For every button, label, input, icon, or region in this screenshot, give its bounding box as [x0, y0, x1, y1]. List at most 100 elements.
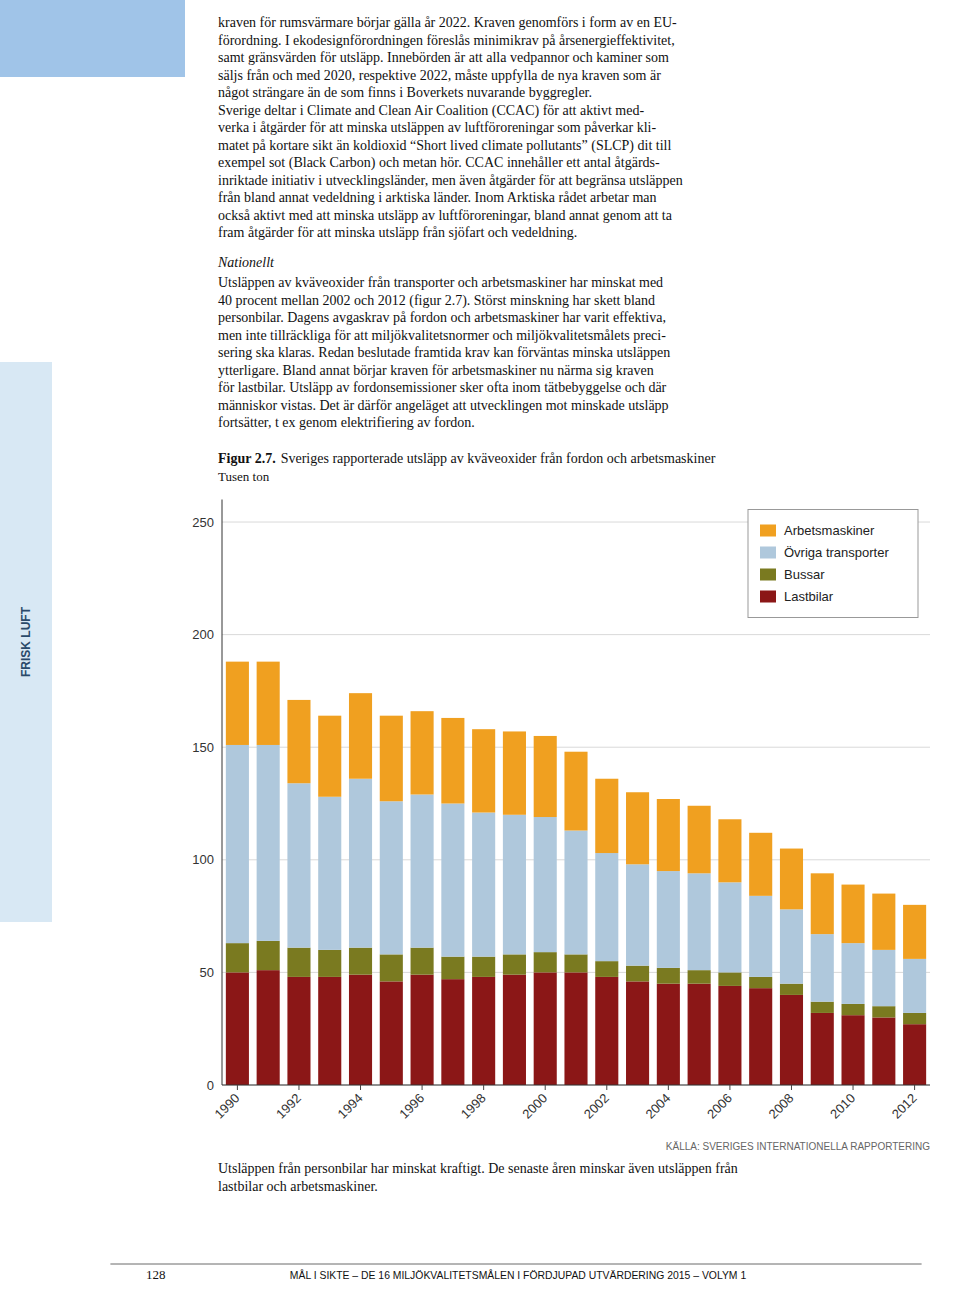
body-text-line: Utsläppen av kväveoxider från transporte…: [218, 275, 663, 290]
bar-segment: [811, 1013, 834, 1085]
bar-segment: [349, 975, 372, 1085]
x-tick-label: 2000: [519, 1091, 550, 1122]
legend-swatch: [760, 547, 776, 559]
bar-segment: [257, 970, 280, 1085]
bar-segment: [626, 981, 649, 1085]
bar-segment: [472, 729, 495, 812]
y-tick-label: 200: [192, 627, 214, 642]
y-tick-label: 0: [207, 1078, 214, 1093]
body-text-line: personbilar. Dagens avgaskrav på fordon …: [218, 310, 666, 325]
bar-segment: [657, 968, 680, 984]
x-tick: [545, 1085, 546, 1090]
body-text-line: sering ska klaras. Redan beslutade framt…: [218, 345, 670, 360]
bar-segment: [842, 1015, 865, 1085]
page-text-line: verka i åtgärder för att minska utsläppe…: [218, 120, 656, 135]
x-tick-label: 1992: [273, 1091, 304, 1122]
bar-segment: [411, 975, 434, 1085]
x-tick: [422, 1085, 423, 1090]
bar-segment: [903, 1024, 926, 1085]
page-text-line: också aktivt med att minska utsläpp av l…: [218, 208, 673, 223]
bar-segment: [287, 977, 310, 1085]
sidebar-label: FRISK LUFT: [19, 606, 33, 677]
bar-segment: [626, 864, 649, 965]
bar-segment: [503, 954, 526, 974]
body-text-line: för lastbilar. Utsläpp av fordonsemissio…: [218, 380, 667, 395]
grid-line: [222, 1085, 930, 1086]
x-tick-label: 2008: [766, 1091, 797, 1122]
body-text-line: 40 procent mellan 2002 och 2012 (figur 2…: [218, 293, 655, 309]
bar-segment: [595, 961, 618, 977]
bar-segment: [318, 716, 341, 797]
page: FRISK LUFTkraven för rumsvärmare börjar …: [0, 0, 960, 1292]
x-tick-label: 2006: [704, 1091, 735, 1122]
bar-segment: [718, 972, 741, 986]
top-image: [0, 0, 185, 77]
bar-segment: [688, 984, 711, 1085]
bar-segment: [503, 975, 526, 1085]
bar-segment: [349, 948, 372, 975]
x-tick: [729, 1085, 730, 1090]
bar-segment: [380, 801, 403, 954]
bar-segment: [257, 745, 280, 941]
bar-segment: [749, 977, 772, 988]
source-note: KÄLLA: SVERIGES INTERNATIONELLA RAPPORTE…: [666, 1141, 930, 1152]
bar-segment: [657, 799, 680, 871]
bar-segment: [842, 943, 865, 1004]
page-text-line: från bland annat vedeldning i arktiska l…: [218, 190, 657, 205]
bar-segment: [749, 896, 772, 977]
bar-segment: [287, 948, 310, 977]
bar-segment: [872, 894, 895, 950]
bar-segment: [349, 779, 372, 948]
bar-segment: [657, 984, 680, 1085]
x-tick-label: 1998: [458, 1091, 489, 1122]
bar-segment: [842, 885, 865, 944]
x-tick: [853, 1085, 854, 1090]
bar-segment: [380, 954, 403, 981]
bar-segment: [718, 819, 741, 882]
bar-segment: [903, 905, 926, 959]
page-text-line: förordning. I ekodesignförordningen före…: [218, 33, 675, 48]
x-tick-label: 2012: [889, 1091, 920, 1122]
section-heading: Nationellt: [217, 255, 275, 270]
legend: ArbetsmaskinerÖvriga transporterBussarLa…: [748, 510, 918, 618]
bar-segment: [441, 979, 464, 1085]
bar-segment: [226, 745, 249, 943]
bar-segment: [811, 873, 834, 934]
bar-segment: [626, 792, 649, 864]
body-text-line: fortsätter, t ex genom elektrifiering av…: [218, 415, 475, 430]
y-tick-label: 100: [192, 852, 214, 867]
bar-segment: [534, 952, 557, 972]
bar-segment: [472, 957, 495, 977]
page-text-line: något strängare än de som finns i Boverk…: [218, 85, 592, 100]
x-axis-line: [222, 1085, 930, 1086]
bar-segment: [441, 957, 464, 980]
bar-segment: [226, 972, 249, 1085]
footer-text: MÅL I SIKTE – DE 16 MILJÖKVALITETSMÅLEN …: [290, 1269, 747, 1281]
bar-segment: [318, 977, 341, 1085]
x-tick: [791, 1085, 792, 1090]
bar-segment: [749, 833, 772, 896]
x-tick: [360, 1085, 361, 1090]
bar-segment: [349, 693, 372, 779]
bar-segment: [718, 882, 741, 972]
bar-segment: [287, 783, 310, 947]
bar-segment: [318, 950, 341, 977]
bar-segment: [872, 1006, 895, 1017]
bar-segment: [688, 970, 711, 984]
bar-segment: [564, 954, 587, 972]
x-tick-label: 2002: [581, 1091, 612, 1122]
x-tick-label: 1996: [396, 1091, 427, 1122]
grid-line: [222, 634, 930, 635]
bar-segment: [811, 934, 834, 1002]
x-tick: [483, 1085, 484, 1090]
bar-segment: [811, 1002, 834, 1013]
x-tick: [606, 1085, 607, 1090]
page-text-line: Sverige deltar i Climate and Clean Air C…: [218, 103, 644, 119]
bar-segment: [226, 662, 249, 745]
bars: [226, 662, 926, 1085]
x-tick: [668, 1085, 669, 1090]
bar-segment: [780, 995, 803, 1085]
bar-segment: [534, 736, 557, 817]
bar-segment: [380, 981, 403, 1085]
bar-segment: [564, 752, 587, 831]
